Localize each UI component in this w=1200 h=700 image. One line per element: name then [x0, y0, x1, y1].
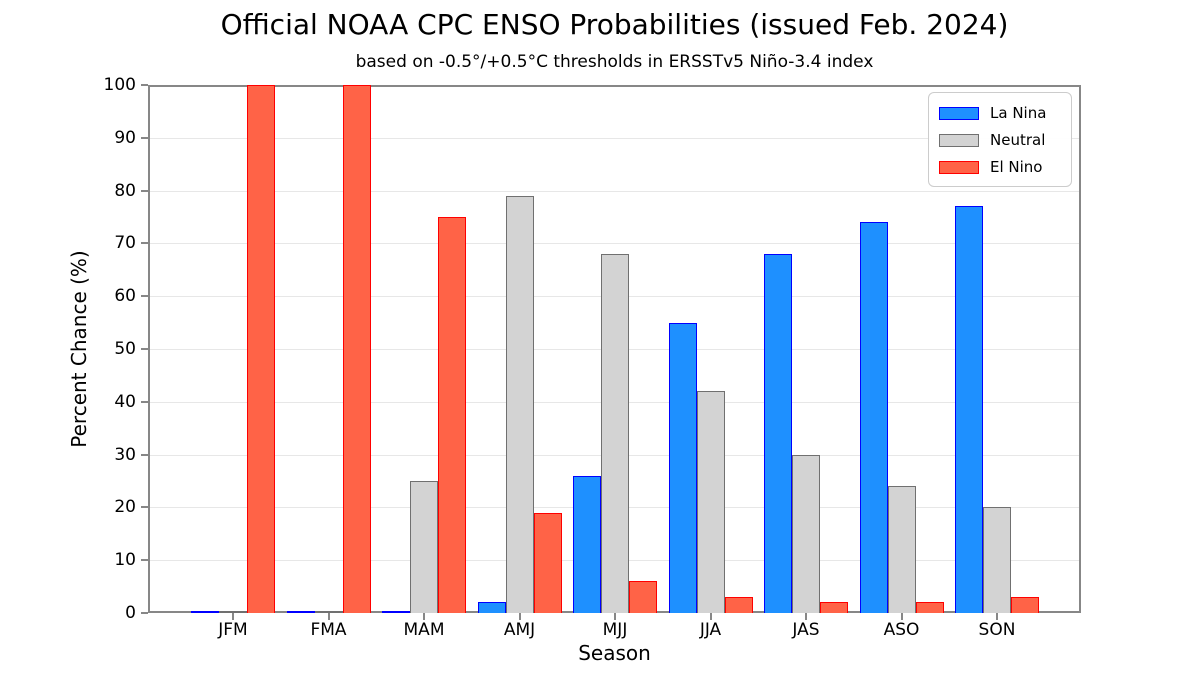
bar-el-nino-jas — [820, 602, 848, 613]
legend-label-el-nino: El Nino — [990, 158, 1043, 176]
x-tick-mark-jja — [709, 613, 712, 620]
x-tick-mark-aso — [900, 613, 903, 620]
bar-el-nino-mjj — [629, 581, 657, 613]
x-tick-label-mam: MAM — [403, 620, 445, 640]
bar-la-nina-jja — [668, 322, 697, 613]
left-spine — [148, 85, 150, 613]
x-tick-label-jfm: JFM — [218, 620, 248, 640]
bar-neutral-jfm — [219, 611, 247, 613]
y-tick-mark-20 — [141, 506, 148, 509]
x-tick-mark-mam — [423, 613, 425, 620]
y-tick-mark-0 — [141, 612, 148, 614]
bar-la-nina-mam — [382, 611, 410, 613]
y-tick-label-70: 70 — [114, 233, 136, 254]
x-tick-label-jas: JAS — [792, 620, 820, 640]
legend-row-el-nino: El Nino — [939, 156, 1061, 178]
x-tick-mark-mjj — [614, 613, 616, 620]
bar-neutral-son — [983, 507, 1011, 613]
x-tick-mark-amj — [518, 613, 521, 620]
gridline-70 — [148, 243, 1081, 245]
bar-la-nina-jfm — [191, 611, 219, 613]
bar-el-nino-jja — [724, 597, 753, 613]
legend-row-neutral: Neutral — [939, 129, 1061, 151]
legend-swatch-la-nina — [939, 106, 979, 120]
x-axis-label: Season — [578, 641, 651, 665]
bar-neutral-mjj — [601, 253, 629, 613]
bar-la-nina-amj — [477, 602, 506, 613]
y-tick-label-80: 80 — [114, 180, 136, 201]
legend-row-la-nina: La Nina — [939, 102, 1061, 124]
legend-label-neutral: Neutral — [990, 131, 1046, 149]
y-tick-mark-50 — [141, 348, 148, 350]
x-tick-label-fma: FMA — [310, 620, 347, 640]
x-tick-label-amj: AMJ — [503, 620, 536, 640]
bar-neutral-amj — [505, 195, 534, 613]
bar-neutral-aso — [887, 486, 916, 613]
bar-la-nina-jas — [764, 253, 792, 613]
right-spine — [1079, 85, 1081, 613]
legend-swatch-el-nino — [939, 160, 979, 174]
bar-el-nino-mam — [438, 217, 466, 613]
y-tick-mark-30 — [141, 453, 148, 456]
legend: La Nina Neutral El Nino — [928, 92, 1072, 187]
x-tick-label-son: SON — [978, 620, 1016, 640]
y-tick-mark-90 — [141, 136, 148, 139]
bar-neutral-jja — [696, 391, 725, 613]
bar-neutral-jas — [792, 454, 820, 613]
top-spine — [148, 85, 1081, 87]
x-tick-mark-jas — [805, 613, 807, 620]
y-tick-mark-70 — [141, 242, 148, 245]
y-tick-label-90: 90 — [114, 127, 136, 148]
legend-swatch-neutral — [939, 133, 979, 147]
y-tick-mark-60 — [141, 295, 148, 298]
x-tick-label-aso: ASO — [883, 620, 920, 640]
legend-label-la-nina: La Nina — [990, 104, 1047, 122]
gridline-80 — [148, 190, 1081, 192]
y-tick-label-10: 10 — [114, 550, 136, 571]
bar-la-nina-aso — [859, 222, 888, 613]
x-tick-mark-jfm — [232, 613, 234, 620]
y-tick-mark-80 — [141, 189, 148, 192]
y-tick-label-40: 40 — [114, 391, 136, 412]
bar-el-nino-fma — [342, 85, 371, 613]
x-tick-label-mjj: MJJ — [602, 620, 628, 640]
bar-la-nina-mjj — [573, 475, 601, 613]
y-tick-label-100: 100 — [103, 75, 136, 95]
gridline-90 — [148, 137, 1081, 139]
chart-title: Official NOAA CPC ENSO Probabilities (is… — [220, 8, 1009, 41]
bar-neutral-fma — [314, 611, 343, 613]
bar-el-nino-jfm — [247, 85, 275, 613]
bar-la-nina-fma — [286, 611, 315, 613]
x-tick-label-jja: JJA — [699, 620, 722, 640]
bar-el-nino-son — [1011, 597, 1039, 613]
y-tick-label-30: 30 — [114, 444, 136, 465]
bar-el-nino-aso — [915, 602, 944, 613]
y-tick-label-0: 0 — [125, 603, 136, 623]
y-tick-label-20: 20 — [114, 497, 136, 518]
y-tick-label-60: 60 — [114, 286, 136, 307]
y-axis-label: Percent Chance (%) — [67, 250, 91, 448]
plot-area: La Nina Neutral El Nino — [148, 85, 1081, 613]
bar-neutral-mam — [410, 481, 438, 613]
bar-el-nino-amj — [533, 512, 562, 613]
y-tick-mark-10 — [141, 559, 148, 562]
y-tick-label-50: 50 — [114, 339, 136, 359]
y-tick-mark-100 — [141, 84, 148, 86]
bar-la-nina-son — [955, 206, 983, 613]
x-tick-mark-son — [996, 613, 998, 620]
x-tick-mark-fma — [327, 613, 330, 620]
y-tick-mark-40 — [141, 400, 148, 403]
chart-subtitle: based on -0.5°/+0.5°C thresholds in ERSS… — [355, 52, 874, 72]
